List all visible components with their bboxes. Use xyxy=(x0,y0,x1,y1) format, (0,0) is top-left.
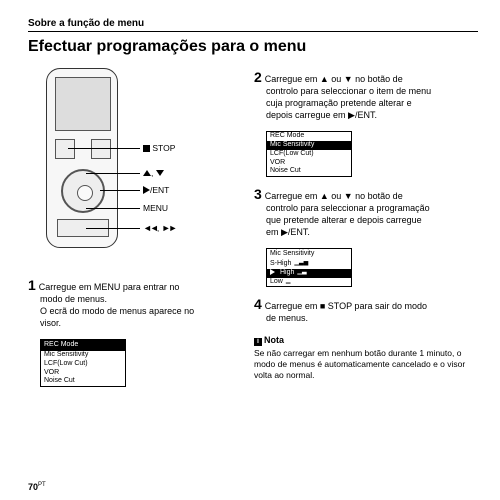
nota-icon: i xyxy=(254,338,262,346)
step-3-num: 3 xyxy=(254,186,262,202)
step-3: 3Carregue em ▲ ou ▼ no botão de controlo… xyxy=(254,185,478,238)
signal-icon-1: ▁▃▅ xyxy=(294,260,308,269)
page-title: Efectuar programações para o menu xyxy=(28,38,478,56)
lcd1-r1: Mic Sensitivity xyxy=(41,351,125,360)
nota-text: Se não carregar em nenhum botão durante … xyxy=(254,348,478,381)
section-header: Sobre a função de menu xyxy=(28,18,478,32)
step-1-cont2: O ecrã do modo de menus aparece no xyxy=(40,306,238,318)
left-column: STOP , /ENT MENU ◄◄, ►► 1Carregue em MEN… xyxy=(28,68,238,395)
step-2-cont1: controlo para seleccionar o item de menu xyxy=(266,86,478,98)
page-number-sup: PT xyxy=(38,482,46,488)
lcd3-r2-text: High xyxy=(280,269,294,278)
lcd-menu-3: Mic Sensitivity S-High▁▃▅ High ▁▃ Low ▁ xyxy=(266,248,352,287)
lcd-menu-2: REC Mode Mic Sensitivity LCF(Low Cut) VO… xyxy=(266,131,352,177)
right-column: 2Carregue em ▲ ou ▼ no botão de controlo… xyxy=(254,68,478,395)
lcd3-r1-text: S-High xyxy=(270,260,291,269)
label-updown-comma: , xyxy=(151,168,153,178)
device-illustration: STOP , /ENT MENU ◄◄, ►► xyxy=(28,68,238,268)
step-3-cont2: que pretende alterar e depois carregue xyxy=(266,215,478,227)
device-outline xyxy=(46,68,118,248)
step-3-cont3: em ▶/ENT. xyxy=(266,227,478,239)
step-2: 2Carregue em ▲ ou ▼ no botão de controlo… xyxy=(254,68,478,121)
label-stop-text: STOP xyxy=(152,143,175,153)
lcd3-r3-text: Low xyxy=(270,278,283,287)
up-icon xyxy=(143,170,151,176)
step-2-num: 2 xyxy=(254,69,262,85)
step-4-cont1: de menus. xyxy=(266,313,478,325)
label-updown: , xyxy=(143,168,164,178)
stop-icon xyxy=(143,145,150,152)
signal-icon-3: ▁ xyxy=(286,278,291,287)
lcd3-r2-highlight: High ▁▃ xyxy=(267,269,351,278)
device-control-ring xyxy=(61,169,105,213)
step-4-lead: Carregue em ■ STOP para sair do modo xyxy=(265,301,427,311)
step-3-cont1: controlo para seleccionar a programação xyxy=(266,203,478,215)
label-stop: STOP xyxy=(143,143,175,153)
page-number: 70PT xyxy=(28,482,46,492)
lcd1-r4: Noise Cut xyxy=(41,377,125,386)
cursor-icon xyxy=(270,269,275,275)
lcd2-r2: LCF(Low Cut) xyxy=(267,150,351,159)
step-1-lead: Carregue em MENU para entrar no xyxy=(39,282,180,292)
lcd3-r3: Low ▁ xyxy=(267,278,351,287)
label-menu: MENU xyxy=(143,203,168,213)
step-1-cont3: visor. xyxy=(40,318,238,330)
lcd1-r3: VOR xyxy=(41,369,125,378)
leader-skip xyxy=(86,228,140,229)
leader-menu xyxy=(86,208,140,209)
step-2-cont2: cuja programação pretende alterar e xyxy=(266,98,478,110)
lcd3-title: Mic Sensitivity xyxy=(267,249,351,260)
step-1-num: 1 xyxy=(28,277,36,293)
label-skip-comma: , xyxy=(157,223,159,233)
page-number-value: 70 xyxy=(28,482,38,492)
content-columns: STOP , /ENT MENU ◄◄, ►► 1Carregue em MEN… xyxy=(28,68,478,395)
device-stop-button xyxy=(55,139,75,159)
lcd-menu-1: REC Mode Mic Sensitivity LCF(Low Cut) VO… xyxy=(40,339,126,387)
nota-heading: iNota xyxy=(254,335,478,346)
play-icon xyxy=(143,186,150,194)
step-1-cont1: modo de menus. xyxy=(40,294,238,306)
label-playent-text: /ENT xyxy=(150,185,169,195)
label-playent: /ENT xyxy=(143,185,169,195)
lcd1-r2: LCF(Low Cut) xyxy=(41,360,125,369)
step-2-cont3: depois carregue em ▶/ENT. xyxy=(266,110,478,122)
lcd2-r4: Noise Cut xyxy=(267,167,351,176)
label-skip: ◄◄, ►► xyxy=(143,223,175,233)
leader-updown xyxy=(86,173,140,174)
signal-icon-2: ▁▃ xyxy=(297,269,306,278)
step-1: 1Carregue em MENU para entrar no modo de… xyxy=(28,276,238,329)
leader-stop xyxy=(68,148,140,149)
lcd1-head: REC Mode xyxy=(41,340,125,351)
prev-icon: ◄◄ xyxy=(143,223,157,233)
down-icon xyxy=(156,170,164,176)
device-rec-button xyxy=(91,139,111,159)
step-4: 4Carregue em ■ STOP para sair do modo de… xyxy=(254,295,478,325)
device-screen xyxy=(55,77,111,131)
lcd2-r3: VOR xyxy=(267,159,351,168)
leader-playent xyxy=(100,190,140,191)
nota-label: Nota xyxy=(264,335,284,345)
step-4-num: 4 xyxy=(254,296,262,312)
next-icon: ►► xyxy=(162,223,176,233)
step-2-lead: Carregue em ▲ ou ▼ no botão de xyxy=(265,74,403,84)
lcd2-highlight: Mic Sensitivity xyxy=(267,141,351,150)
lcd3-r1: S-High▁▃▅ xyxy=(267,260,351,269)
step-3-lead: Carregue em ▲ ou ▼ no botão de xyxy=(265,191,403,201)
lcd2-head: REC Mode xyxy=(267,132,351,141)
